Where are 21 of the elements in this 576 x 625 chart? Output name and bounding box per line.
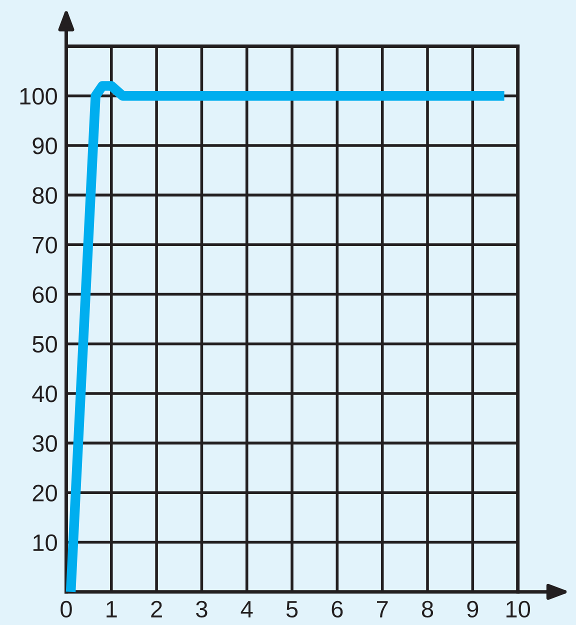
y-tick-label: 90 [32,138,57,154]
x-tick-label: 8 [422,600,434,618]
y-tick-label: 60 [32,286,57,304]
y-tick-label: 10 [33,534,57,552]
x-tick-label: 2 [151,600,162,618]
x-tick-label: 10 [506,600,530,618]
x-tick-label: 1 [106,601,117,618]
x-tick-label: 0 [60,600,72,618]
x-tick-label: 3 [196,600,208,618]
x-tick-label: 7 [376,601,388,618]
x-tick-label: 9 [467,600,478,618]
y-tick-label: 80 [32,187,57,204]
y-tick-label: 100 [20,88,57,105]
x-tick-label: 4 [240,601,253,618]
x-tick-label: 6 [332,600,343,618]
y-tick-label: 20 [32,484,57,502]
x-tick-label: 5 [286,601,298,618]
y-tick-label: 70 [32,236,57,254]
y-tick-label: 40 [32,386,57,402]
y-tick-label: 50 [32,336,57,353]
y-tick-label: 30 [32,435,57,452]
